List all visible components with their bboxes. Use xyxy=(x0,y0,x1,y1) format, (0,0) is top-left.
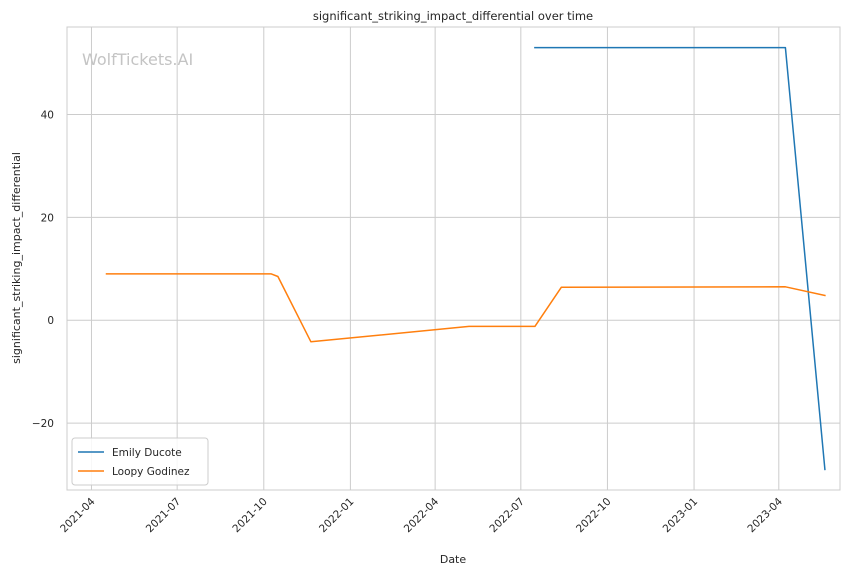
legend: Emily Ducote Loopy Godinez xyxy=(71,437,209,486)
x-axis-label: Date xyxy=(440,553,467,566)
legend-label: Loopy Godinez xyxy=(112,466,190,478)
x-tick-label: 2022-01 xyxy=(317,496,357,536)
y-tick-label: 0 xyxy=(47,315,54,327)
y-axis-label: significant_striking_impact_differential xyxy=(10,152,23,364)
y-tick-label: 20 xyxy=(41,212,54,224)
watermark: WolfTickets.AI xyxy=(82,50,193,69)
legend-box xyxy=(71,437,209,486)
gridlines xyxy=(67,27,840,490)
x-tick-label: 2021-04 xyxy=(58,495,98,535)
plot-frame xyxy=(66,26,841,491)
series-line-2 xyxy=(105,273,826,343)
y-tick-label: 40 xyxy=(41,109,54,121)
y-tick-label: −20 xyxy=(32,418,54,430)
x-tick-label: 2022-07 xyxy=(487,496,527,536)
x-tick-label: 2022-10 xyxy=(574,496,614,536)
y-tick-labels: −20 0 20 40 xyxy=(32,109,54,430)
x-tick-label: 2022-04 xyxy=(402,495,442,535)
x-tick-label: 2021-10 xyxy=(230,496,270,536)
x-tick-label: 2023-01 xyxy=(661,496,701,536)
chart-title: significant_striking_impact_differential… xyxy=(313,9,593,23)
plot-lines xyxy=(105,46,826,471)
legend-label: Emily Ducote xyxy=(112,447,182,459)
x-tick-label: 2023-04 xyxy=(745,495,785,535)
x-tick-label: 2021-07 xyxy=(144,496,184,536)
x-tick-labels: 2021-04 2021-07 2021-10 2022-01 2022-04 2022-… xyxy=(58,495,785,535)
series-line-1 xyxy=(534,46,826,471)
